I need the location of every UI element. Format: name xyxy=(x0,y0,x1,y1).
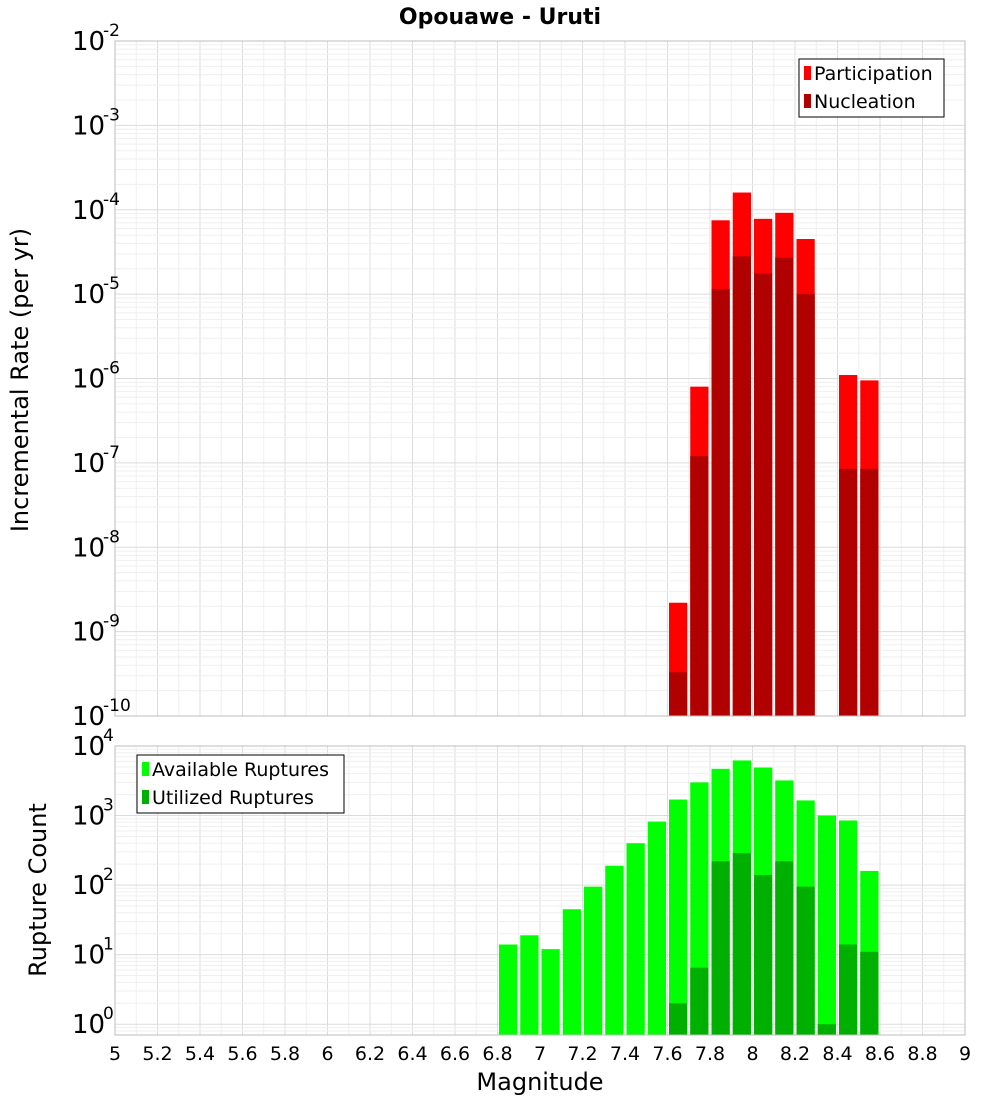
y-tick-label: 10 xyxy=(72,196,105,226)
legend: Available Ruptures Utilized Ruptures xyxy=(136,754,345,814)
legend-box xyxy=(798,58,945,118)
chart-title: Opouawe - Uruti xyxy=(399,5,601,30)
y-tick-label: 10 xyxy=(72,1010,105,1040)
y-tick-label: 10 xyxy=(72,618,105,648)
legend-swatch xyxy=(142,790,149,804)
plot-frame xyxy=(114,40,966,717)
plot-frame xyxy=(114,745,966,1036)
x-tick-label: 8.8 xyxy=(907,1043,937,1065)
bar-utilized-ruptures xyxy=(796,886,815,1035)
y-tick-label: 10 xyxy=(72,111,105,141)
y-tick-exponent: 4 xyxy=(103,726,114,746)
bar-utilized-ruptures xyxy=(839,944,858,1035)
bar-available-ruptures xyxy=(669,799,688,1035)
top-y-axis-label: Incremental Rate (per yr) xyxy=(6,228,34,532)
bar-utilized-ruptures xyxy=(690,967,709,1035)
x-tick-label: 7.4 xyxy=(610,1043,640,1065)
y-tick-exponent: -9 xyxy=(103,612,120,632)
x-tick-label: 5 xyxy=(109,1043,121,1065)
y-tick-exponent: 0 xyxy=(103,1004,114,1024)
bar-utilized-ruptures xyxy=(754,874,773,1035)
y-tick-exponent: -2 xyxy=(103,21,120,41)
y-tick-label: 10 xyxy=(72,702,105,732)
bar-nucleation xyxy=(754,273,773,716)
x-tick-label: 7.8 xyxy=(695,1043,725,1065)
x-tick-label: 8.6 xyxy=(865,1043,895,1065)
bar-utilized-ruptures xyxy=(711,861,730,1035)
bar-nucleation xyxy=(775,257,794,716)
y-tick-exponent: -10 xyxy=(103,696,131,716)
x-tick-label: 8 xyxy=(746,1043,758,1065)
x-tick-label: 7.2 xyxy=(567,1043,597,1065)
y-tick-label: 10 xyxy=(72,871,105,901)
x-tick-label: 6 xyxy=(321,1043,333,1065)
bar-utilized-ruptures xyxy=(669,1003,688,1035)
legend-swatch xyxy=(804,66,811,80)
bar-available-ruptures xyxy=(541,949,560,1035)
legend-entry: Utilized Ruptures xyxy=(152,787,314,809)
y-tick-exponent: -3 xyxy=(103,105,120,125)
bar-utilized-ruptures xyxy=(817,1024,836,1035)
y-tick-exponent: -4 xyxy=(103,190,120,210)
y-tick-label: 10 xyxy=(72,365,105,395)
bar-nucleation xyxy=(690,456,709,716)
bar-nucleation xyxy=(860,468,879,716)
bar-available-ruptures xyxy=(584,886,603,1035)
x-tick-label: 7.6 xyxy=(652,1043,682,1065)
y-tick-exponent: 3 xyxy=(103,796,114,816)
rate-plot: 10-1010-910-810-710-610-510-410-310-2Par… xyxy=(72,21,966,732)
y-tick-exponent: 2 xyxy=(103,865,114,885)
y-tick-label: 10 xyxy=(72,802,105,832)
legend-entry: Available Ruptures xyxy=(152,759,329,781)
x-tick-label: 9 xyxy=(959,1043,971,1065)
bar-available-ruptures xyxy=(520,935,539,1035)
bar-available-ruptures xyxy=(562,909,581,1035)
bar-available-ruptures xyxy=(499,944,518,1035)
bar-utilized-ruptures xyxy=(732,852,751,1035)
x-axis-label: Magnitude xyxy=(476,1068,603,1096)
y-tick-label: 10 xyxy=(72,280,105,310)
y-tick-label: 10 xyxy=(72,27,105,57)
bar-nucleation xyxy=(669,672,688,716)
x-tick-label: 6.4 xyxy=(397,1043,427,1065)
y-tick-label: 10 xyxy=(72,732,105,762)
legend-entry: Nucleation xyxy=(814,91,916,113)
y-tick-exponent: -6 xyxy=(103,359,120,379)
bar-nucleation xyxy=(839,468,858,716)
y-tick-exponent: -5 xyxy=(103,274,120,294)
y-tick-label: 10 xyxy=(72,449,105,479)
x-tick-label: 5.4 xyxy=(185,1043,215,1065)
x-tick-label: 5.6 xyxy=(227,1043,257,1065)
y-tick-exponent: -7 xyxy=(103,443,120,463)
y-tick-exponent: -8 xyxy=(103,527,120,547)
legend-entry: Participation xyxy=(814,63,933,85)
bar-available-ruptures xyxy=(817,815,836,1035)
legend: Participation Nucleation xyxy=(798,58,945,118)
bar-nucleation xyxy=(796,294,815,716)
x-tick-label: 7 xyxy=(534,1043,546,1065)
legend-swatch xyxy=(804,94,811,108)
x-tick-label: 5.8 xyxy=(270,1043,300,1065)
x-tick-label: 8.4 xyxy=(822,1043,852,1065)
legend-box xyxy=(136,754,345,814)
bar-available-ruptures xyxy=(626,843,645,1035)
x-tick-label: 6.2 xyxy=(355,1043,385,1065)
x-tick-label: 5.2 xyxy=(142,1043,172,1065)
legend-swatch xyxy=(142,762,149,776)
bottom-y-axis-label: Rupture Count xyxy=(24,803,52,977)
bar-nucleation xyxy=(732,256,751,716)
x-tick-label: 6.8 xyxy=(482,1043,512,1065)
y-tick-label: 10 xyxy=(72,941,105,971)
y-tick-label: 10 xyxy=(72,533,105,563)
bar-utilized-ruptures xyxy=(860,951,879,1035)
x-tick-label: 8.2 xyxy=(780,1043,810,1065)
x-tick-label: 6.6 xyxy=(440,1043,470,1065)
bar-nucleation xyxy=(711,289,730,716)
y-tick-exponent: 1 xyxy=(103,935,114,955)
bar-utilized-ruptures xyxy=(775,861,794,1035)
bar-available-ruptures xyxy=(647,821,666,1035)
bar-available-ruptures xyxy=(605,865,624,1035)
